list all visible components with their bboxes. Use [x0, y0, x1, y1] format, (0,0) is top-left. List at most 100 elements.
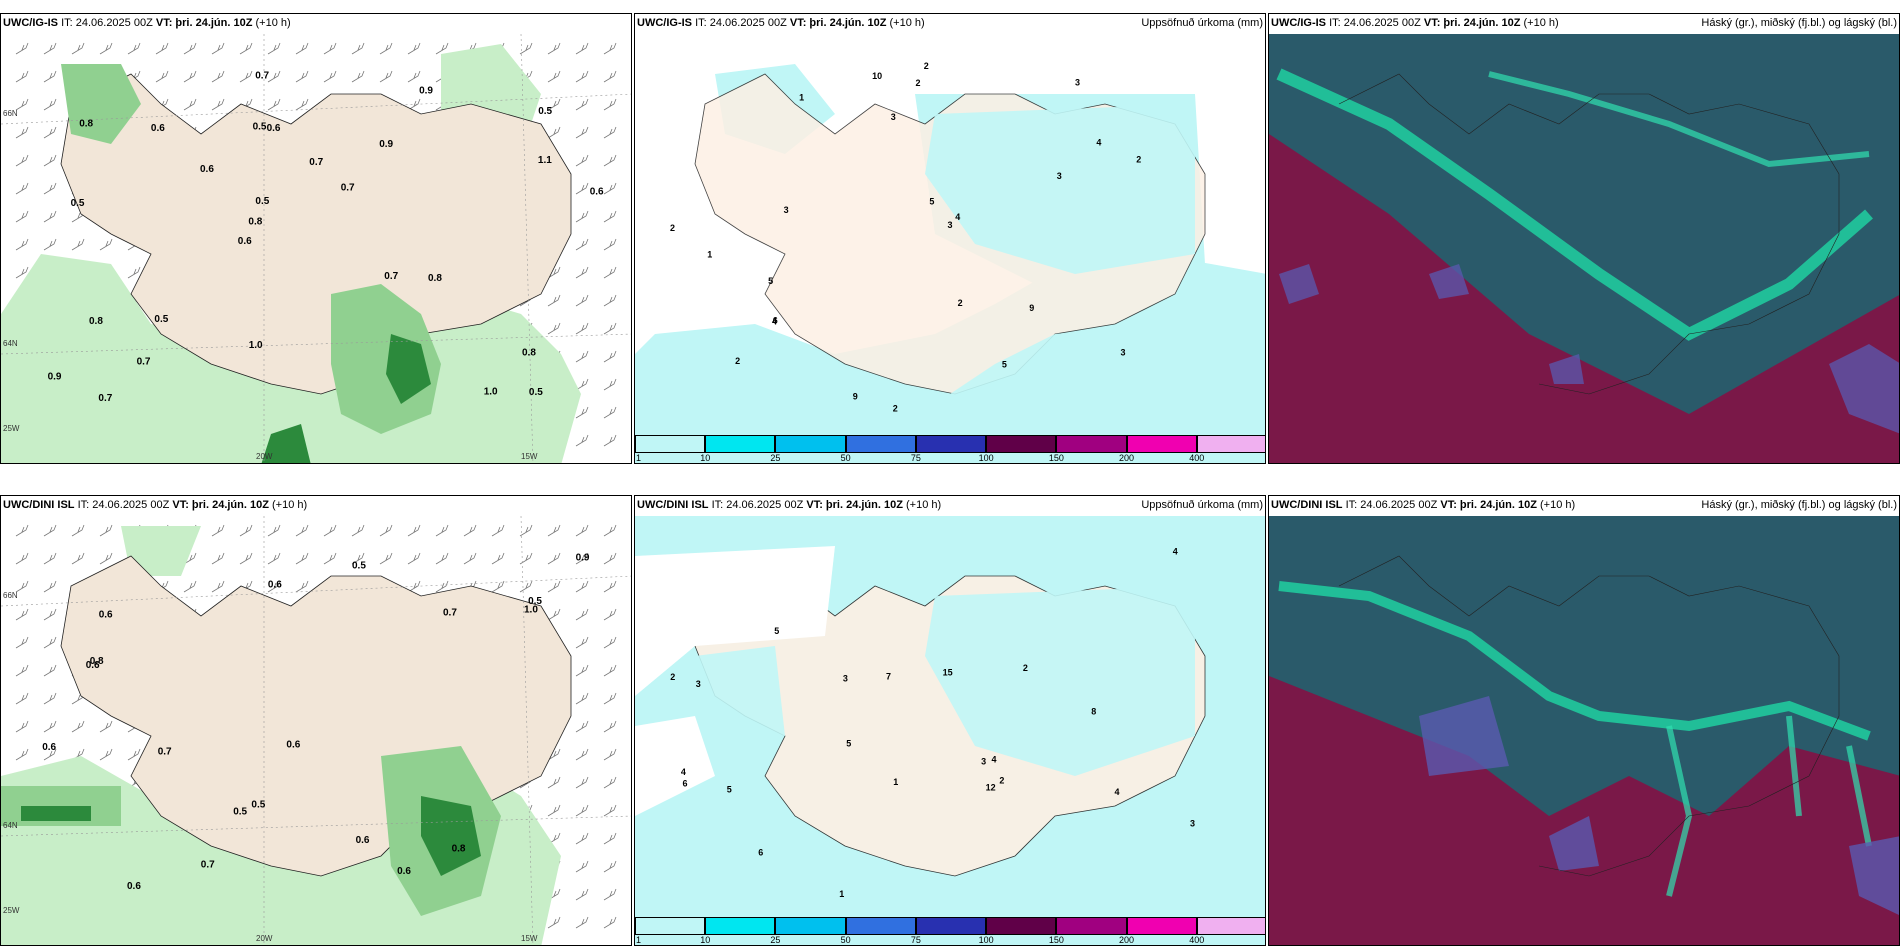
wind-barb [575, 378, 589, 391]
value-label: 0.6 [397, 866, 411, 877]
wind-barb [435, 580, 449, 593]
wind-barb [43, 210, 57, 223]
value-label: 0.6 [99, 610, 113, 621]
cloud-low-band [1278, 581, 1871, 741]
panel-header: UWC/DINI ISL IT: 24.06.2025 00Z VT: þri.… [3, 499, 629, 515]
lead-time: (+10 h) [889, 17, 925, 29]
wind-barb [43, 126, 57, 139]
wind-barb [43, 238, 57, 251]
value-label: 0.6 [42, 742, 56, 753]
colorbar-tick-label: 400 [1189, 453, 1205, 463]
panel-header: UWC/IG-IS IT: 24.06.2025 00Z VT: þri. 24… [3, 17, 629, 33]
wind-barb [295, 580, 309, 593]
value-label: 0.7 [158, 746, 172, 757]
lat-label-64n: 64N [3, 339, 18, 348]
lon-label-15w: 15W [521, 934, 538, 943]
value-label: 5 [768, 276, 773, 286]
precip-area-mid [61, 64, 441, 434]
wind-barb [239, 42, 253, 55]
wind-barb [575, 692, 589, 705]
wind-barb [575, 916, 589, 929]
precip-area-dark [261, 334, 431, 463]
wind-barb [603, 916, 617, 929]
valid-time: VT: þri. 24.jún. 10Z [789, 17, 887, 29]
colorbar: 1 10 25 50 75 100 150 200 400 [635, 435, 1265, 463]
wind-barb [603, 524, 617, 537]
value-label: 10 [872, 71, 882, 81]
wind-barb [15, 154, 29, 167]
value-label: 0.7 [443, 607, 457, 618]
precip-labels: 0.5 0.5 0.5 0.6 0.6 0.7 0.9 0.5 0.6 0.6 0.6 0.7 1.0 0… [42, 552, 590, 892]
colorbar-cell [1196, 917, 1265, 935]
lat-label-64n: 64N [3, 821, 18, 830]
wind-barb [603, 552, 617, 565]
colorbar-cell [705, 917, 776, 935]
wind-barb [547, 580, 561, 593]
value-label: 4 [955, 212, 960, 222]
value-label: 2 [958, 298, 963, 308]
value-label: 0.8 [90, 656, 104, 667]
wind-barb [547, 748, 561, 761]
wind-barb [99, 238, 113, 251]
wind-barb [547, 524, 561, 537]
wind-barb [603, 832, 617, 845]
colorbar-tick-label: 1 [636, 935, 642, 945]
value-label: 0.6 [267, 123, 281, 134]
colorbar-cell [635, 435, 706, 453]
colorbar-tick-label: 25 [770, 935, 781, 945]
value-label: 15 [943, 667, 953, 677]
wind-barb [43, 580, 57, 593]
wind-barb [155, 42, 169, 55]
wind-barb [15, 524, 29, 537]
wind-barb [323, 42, 337, 55]
colorbar-cell [1056, 917, 1127, 935]
value-label: 1 [707, 250, 712, 260]
wind-barb [15, 580, 29, 593]
value-label: 1 [799, 92, 804, 102]
wind-barb [603, 42, 617, 55]
wind-barb [351, 42, 365, 55]
valid-time: VT: þri. 24.jún. 10Z [1440, 499, 1537, 511]
value-label: 0.7 [384, 271, 398, 282]
value-label: 6 [683, 779, 688, 789]
precip-labels: 0.50.50.50.60.90.70.50.70.80.60.90.70.60… [48, 71, 604, 404]
init-time: IT: 24.06.2025 00Z [695, 17, 787, 29]
value-label: 0.6 [590, 186, 604, 197]
value-label: 4 [681, 767, 686, 777]
wind-barb [603, 434, 617, 447]
cloud-blue-patches [1419, 696, 1899, 916]
wind-precip-map: 0.50.50.50.60.90.70.50.70.80.60.90.70.60… [1, 34, 631, 463]
wind-barb [575, 804, 589, 817]
lead-time: (+10 h) [1523, 17, 1559, 29]
wind-barb [547, 552, 561, 565]
wind-barb [435, 524, 449, 537]
value-label: 0.8 [79, 119, 93, 130]
wind-barb [323, 70, 337, 83]
wind-barb [127, 266, 141, 279]
init-time: IT: 24.06.2025 00Z [61, 17, 153, 29]
wind-barb [575, 98, 589, 111]
model-name: UWC/DINI ISL [637, 499, 709, 511]
wind-barb [15, 664, 29, 677]
panel-wind-precip-dini: UWC/DINI ISL IT: 24.06.2025 00Z VT: þri.… [0, 495, 632, 946]
wind-barb [379, 552, 393, 565]
model-name: UWC/DINI ISL [1271, 499, 1343, 511]
colorbar-tick-label: 75 [910, 935, 921, 945]
value-label: 3 [891, 112, 896, 122]
value-label: 0.6 [127, 881, 141, 892]
wind-barb [603, 378, 617, 391]
colorbar-tick-label: 1 [636, 453, 642, 463]
wind-barb [71, 720, 85, 733]
wind-barb [603, 636, 617, 649]
wind-barb [547, 42, 561, 55]
wind-barb [547, 804, 561, 817]
wind-barb [603, 748, 617, 761]
wind-barb [15, 210, 29, 223]
wind-barb [211, 552, 225, 565]
wind-barb [43, 552, 57, 565]
wind-barb [575, 608, 589, 621]
wind-barb [575, 322, 589, 335]
value-label: 3 [1121, 347, 1126, 357]
value-label: 1 [893, 777, 898, 787]
